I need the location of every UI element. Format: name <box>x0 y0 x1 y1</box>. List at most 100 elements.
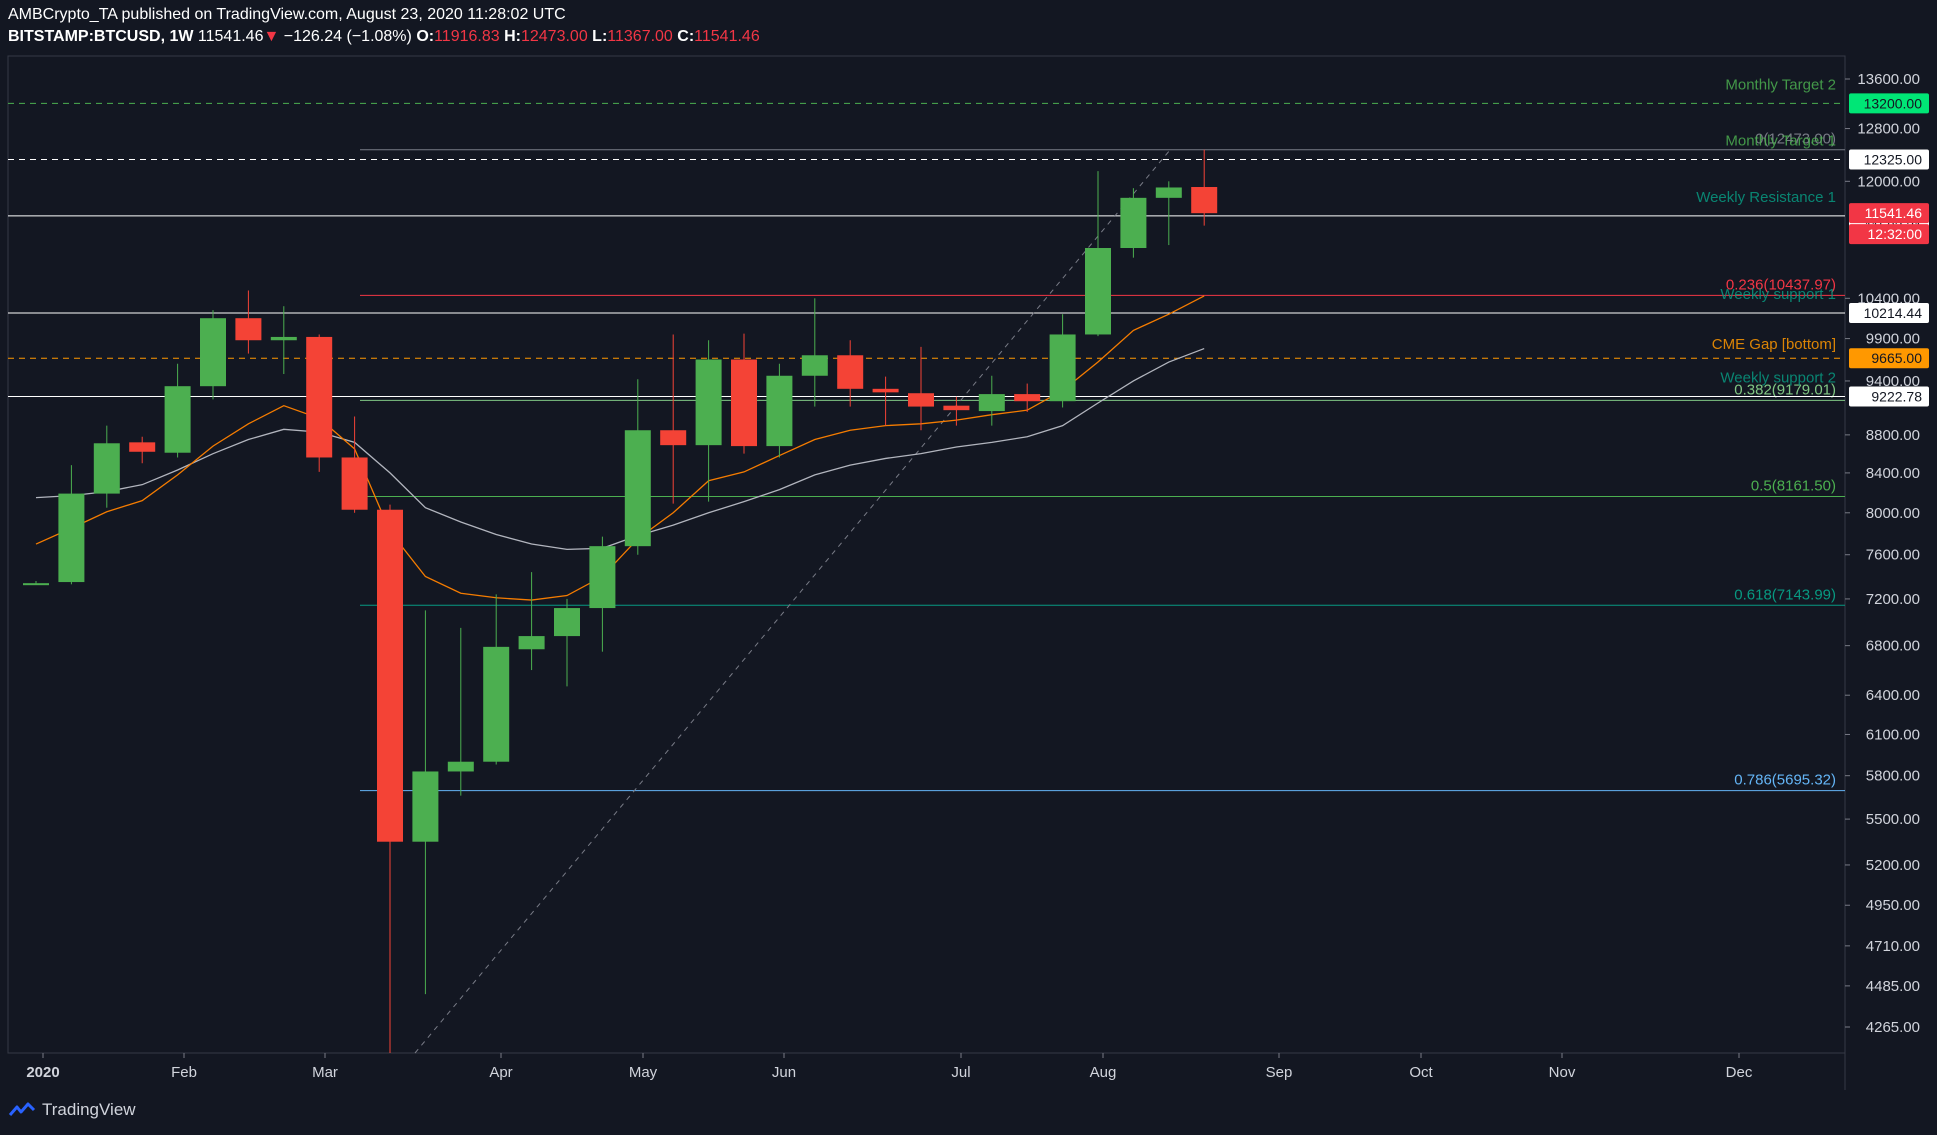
trend-line[interactable] <box>414 149 1171 1054</box>
candle <box>872 376 899 426</box>
candle-body <box>1049 334 1076 402</box>
price-tag-bg <box>1849 149 1929 170</box>
y-tick-label: 4485.00 <box>1866 978 1920 995</box>
candle <box>943 396 970 426</box>
candle-body <box>943 405 970 411</box>
down-arrow-icon: ▼ <box>263 28 280 45</box>
fib-retracement[interactable]: 0(12473.00) 0.236(10437.97) 0.382(9179.01)… <box>360 131 1845 792</box>
candle-body <box>589 546 616 609</box>
candle <box>554 598 580 687</box>
x-tick-label: Dec <box>1726 1064 1753 1081</box>
x-tick-label: Feb <box>171 1064 197 1081</box>
candle <box>837 340 864 407</box>
candle <box>695 340 722 502</box>
fib-label: 0.618(7143.99) <box>1734 586 1836 603</box>
candle <box>908 346 934 431</box>
candle-body <box>377 509 403 842</box>
time-axis[interactable]: 2020 Feb Mar Apr May Jun Jul Aug Sep Oct Nov Dec <box>26 1053 1753 1081</box>
y-tick-label: 6800.00 <box>1866 638 1920 655</box>
candle <box>1049 314 1076 408</box>
candle <box>1120 188 1147 258</box>
candle-body <box>129 442 156 452</box>
price-tag-text: 11541.46 <box>1865 205 1923 221</box>
candle-body <box>1191 187 1218 214</box>
y-tick-label: 12000.00 <box>1857 173 1920 190</box>
price-tag-bg <box>1849 93 1929 114</box>
price-tag: 13200.00 <box>1849 93 1929 114</box>
candle <box>1155 181 1182 246</box>
y-tick-label: 9900.00 <box>1866 331 1920 348</box>
x-tick-label: Nov <box>1549 1064 1576 1081</box>
candle <box>660 334 687 504</box>
candle-body <box>306 336 333 458</box>
y-tick-label: 9400.00 <box>1866 373 1920 390</box>
price-axis[interactable]: 13600.0012800.0012000.0010400.009900.009… <box>1845 71 1920 1036</box>
x-tick-label: 2020 <box>26 1064 59 1081</box>
price-tag-text: 12325.00 <box>1864 151 1923 167</box>
candle <box>235 290 262 354</box>
price-tag-text: 10214.44 <box>1864 305 1923 321</box>
candle <box>1191 149 1218 226</box>
x-tick-label: Jul <box>951 1064 970 1081</box>
price-tag-bg <box>1849 224 1929 245</box>
y-tick-label: 13600.00 <box>1857 71 1920 88</box>
price-chart[interactable]: 0(12473.00) 0.236(10437.97) 0.382(9179.01)… <box>0 0 1937 1095</box>
candle-body <box>23 583 49 586</box>
candle <box>518 572 545 671</box>
candle <box>270 306 297 375</box>
candle <box>978 375 1005 426</box>
level-label: Weekly support 1 <box>1720 286 1836 303</box>
price-tag-bg <box>1849 203 1929 224</box>
candle-body <box>518 636 545 650</box>
y-tick-label: 8400.00 <box>1866 465 1920 482</box>
candle <box>766 363 793 458</box>
y-tick-label: 6400.00 <box>1866 687 1920 704</box>
fib-label: 0.236(10437.97) <box>1726 276 1836 293</box>
close-value: 11541.46 <box>694 28 760 45</box>
candle-body <box>1014 394 1041 402</box>
candle-body <box>766 375 793 447</box>
candle <box>483 594 510 765</box>
candle-body <box>200 318 226 387</box>
symbol-label[interactable]: BITSTAMP:BTCUSD, 1W <box>8 28 194 45</box>
candle-body <box>554 608 580 637</box>
candle-body <box>270 336 297 341</box>
y-tick-label: 7600.00 <box>1866 547 1920 564</box>
candle-body <box>235 318 262 341</box>
price-tag-bg <box>1849 386 1929 407</box>
candle-body <box>731 359 757 447</box>
candle <box>129 436 156 464</box>
high-label: H: <box>504 28 521 45</box>
price-tag: 12325.00 <box>1849 149 1929 170</box>
candle <box>801 298 828 407</box>
candle <box>589 536 616 652</box>
price-tag-text: 12:32:00 <box>1868 226 1923 242</box>
brand-name: TradingView <box>42 1100 136 1119</box>
plot-frame <box>7 55 1846 1054</box>
candle <box>412 610 439 995</box>
candle-body <box>624 430 651 547</box>
candle <box>58 465 85 585</box>
tradingview-brand[interactable]: TradingView <box>8 1100 136 1120</box>
price-change: −126.24 (−1.08%) <box>283 28 412 45</box>
price-tag-bg <box>1849 348 1929 369</box>
candle-body <box>58 493 85 583</box>
candle-body <box>908 393 934 407</box>
x-tick-label: Jun <box>772 1064 796 1081</box>
x-tick-label: May <box>629 1064 658 1081</box>
candle <box>1085 171 1111 337</box>
candles <box>23 149 1218 1053</box>
close-label: C: <box>677 28 695 45</box>
candle <box>1014 383 1041 412</box>
price-tag: 9222.78 <box>1849 386 1929 407</box>
fib-label: 0(12473.00) <box>1755 131 1836 148</box>
price-tag-bg <box>1849 303 1929 324</box>
y-tick-label: 8800.00 <box>1866 427 1920 444</box>
fib-label: 0.5(8161.50) <box>1751 477 1836 494</box>
level-label: Weekly support 2 <box>1720 370 1836 387</box>
x-tick-label: Oct <box>1409 1064 1433 1081</box>
candle-body <box>660 430 687 446</box>
candle-body <box>1155 187 1182 198</box>
ema-orange-line <box>35 295 1205 601</box>
open-value: 11916.83 <box>434 28 500 45</box>
